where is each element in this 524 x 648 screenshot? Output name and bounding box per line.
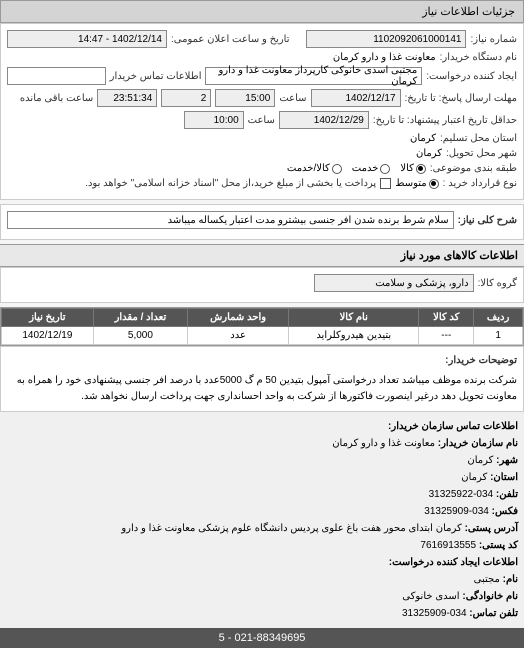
cell-date: 1402/12/19: [2, 327, 94, 345]
header-section: شماره نیاز: 1102092061000141 تاریخ و ساع…: [0, 23, 524, 200]
contract-label: نوع قرارداد خرید :: [443, 178, 517, 189]
contract-note: پرداخت یا بخشی از مبلغ خرید،از محل "اسنا…: [85, 178, 376, 189]
province-value: کرمان: [410, 133, 436, 144]
creator-label: ایجاد کننده درخواست:: [426, 71, 517, 82]
goods-table-wrap: ردیف کد کالا نام کالا واحد شمارش تعداد /…: [0, 307, 524, 346]
need-summary-section: شرح کلی نیاز: سلام شرط برنده شدن افر جنس…: [0, 204, 524, 240]
radio-icon: [332, 164, 342, 174]
req-no-label: شماره نیاز:: [470, 34, 517, 45]
tel-label: تلفن:: [496, 489, 518, 500]
col-row: ردیف: [474, 309, 523, 327]
col-date: تاریخ نیاز: [2, 309, 94, 327]
contact-prov-value: کرمان: [467, 455, 493, 466]
need-time-label: ساعت: [248, 115, 275, 126]
resp-time-label: ساعت: [279, 93, 306, 104]
org-value: معاونت غذا و دارو کرمان: [332, 438, 435, 449]
goods-group-section: گروه کالا: دارو، پزشکی و سلامت: [0, 267, 524, 303]
buyer-contact-field[interactable]: [7, 67, 106, 85]
province-label: استان محل تسلیم:: [440, 133, 517, 144]
lname-value: اسدی خانوکی: [402, 591, 459, 602]
subject-type-group: کالا خدمت کالا/خدمت: [287, 163, 426, 174]
req-no-field: 1102092061000141: [306, 30, 466, 48]
subject-radio-both[interactable]: کالا/خدمت: [287, 163, 342, 174]
col-qty: تعداد / مقدار: [93, 309, 187, 327]
subject-radio-service[interactable]: خدمت: [352, 163, 391, 174]
contact-prov-label: شهر:: [496, 455, 518, 466]
contact-city-value: کرمان: [461, 472, 487, 483]
city-label: شهر محل تحویل:: [446, 148, 517, 159]
creator-contact-title: اطلاعات ایجاد کننده درخواست:: [6, 554, 518, 571]
fax-value: 034-31325909: [424, 506, 489, 517]
radio-icon: [380, 164, 390, 174]
remain-time-field: 23:51:34: [97, 89, 157, 107]
subject-radio-goods[interactable]: کالا: [400, 163, 426, 174]
radio-label: کالا: [400, 163, 414, 174]
goods-group-label: گروه کالا:: [478, 278, 517, 289]
ctel-label: تلفن تماس:: [469, 608, 518, 619]
radio-icon: [416, 164, 426, 174]
remain-days-field: 2: [161, 89, 211, 107]
org-label: نام سازمان خریدار:: [438, 438, 518, 449]
need-summary-field: سلام شرط برنده شدن افر جنسی بیشترو مدت ا…: [7, 211, 454, 229]
resp-date-field: 1402/12/17: [311, 89, 401, 107]
addr-value: کرمان ابتدای محور هفت باغ علوی پردیس دان…: [121, 523, 461, 534]
table-header-row: ردیف کد کالا نام کالا واحد شمارش تعداد /…: [2, 309, 523, 327]
goods-group-field: دارو، پزشکی و سلامت: [314, 274, 474, 292]
need-time-field: 10:00: [184, 111, 244, 129]
col-unit: واحد شمارش: [188, 309, 289, 327]
contact-title: اطلاعات تماس سازمان خریدار:: [6, 418, 518, 435]
contract-type-group: متوسط: [395, 178, 438, 189]
resp-time-field: 15:00: [215, 89, 275, 107]
buyer-notes-section: توضیحات خریدار: شرکت برنده موظف میباشد ت…: [0, 346, 524, 412]
cell-name: بتیدین هیدروکلراید: [289, 327, 419, 345]
subject-type-label: طبقه بندی موضوعی:: [430, 163, 517, 174]
fax-label: فکس:: [492, 506, 518, 517]
table-row[interactable]: 1 --- بتیدین هیدروکلراید عدد 5,000 1402/…: [2, 327, 523, 345]
zip-label: کد پستی:: [479, 540, 518, 551]
buyer-device-label: نام دستگاه خریدار:: [440, 52, 517, 63]
radio-label: خدمت: [352, 163, 379, 174]
need-summary-label: شرح کلی نیاز:: [458, 215, 517, 226]
radio-label: کالا/خدمت: [287, 163, 330, 174]
buyer-device-value: معاونت غذا و دارو کرمان: [333, 52, 436, 63]
contact-city-label: استان:: [490, 472, 518, 483]
goods-table: ردیف کد کالا نام کالا واحد شمارش تعداد /…: [1, 308, 523, 345]
contact-section: اطلاعات تماس سازمان خریدار: نام سازمان خ…: [0, 412, 524, 628]
public-announce-label: تاریخ و ساعت اعلان عمومی:: [171, 34, 290, 45]
lname-label: نام خانوادگی:: [462, 591, 518, 602]
footer-phone: 021-88349695 - 5: [0, 628, 524, 648]
radio-icon: [429, 179, 439, 189]
radio-label: متوسط: [395, 178, 426, 189]
public-announce-field: 1402/12/14 - 14:47: [7, 30, 167, 48]
cell-unit: عدد: [188, 327, 289, 345]
treasury-checkbox[interactable]: [380, 178, 391, 189]
need-deadline-label: حداقل تاریخ اعتبار پیشنهاد: تا تاریخ:: [373, 115, 517, 126]
buyer-contact-label: اطلاعات تماس خریدار: [110, 71, 202, 82]
need-date-field: 1402/12/29: [279, 111, 369, 129]
cell-row: 1: [474, 327, 523, 345]
resp-deadline-label: مهلت ارسال پاسخ: تا تاریخ:: [405, 93, 517, 104]
buyer-notes-label: توضیحات خریدار:: [445, 353, 517, 369]
tel-value: 034-31325922: [429, 489, 494, 500]
tab-title: جزئیات اطلاعات نیاز: [422, 6, 515, 18]
remain-label: ساعت باقی مانده: [20, 93, 93, 104]
col-name: نام کالا: [289, 309, 419, 327]
zip-value: 7616913555: [420, 540, 476, 551]
cell-code: ---: [419, 327, 474, 345]
col-code: کد کالا: [419, 309, 474, 327]
ctel-value: 034-31325909: [402, 608, 467, 619]
creator-field: مجتبی اسدی خانوکی کارپرداز معاونت غذا و …: [205, 67, 422, 85]
goods-section-title: اطلاعات کالاهای مورد نیاز: [0, 244, 524, 267]
addr-label: آدرس پستی:: [465, 523, 518, 534]
buyer-notes-text: شرکت برنده موظف میباشد تعداد درخواستی آم…: [7, 373, 517, 405]
city-value: کرمان: [416, 148, 442, 159]
tab-header: جزئیات اطلاعات نیاز: [0, 0, 524, 23]
contract-radio-medium[interactable]: متوسط: [395, 178, 438, 189]
cell-qty: 5,000: [93, 327, 187, 345]
